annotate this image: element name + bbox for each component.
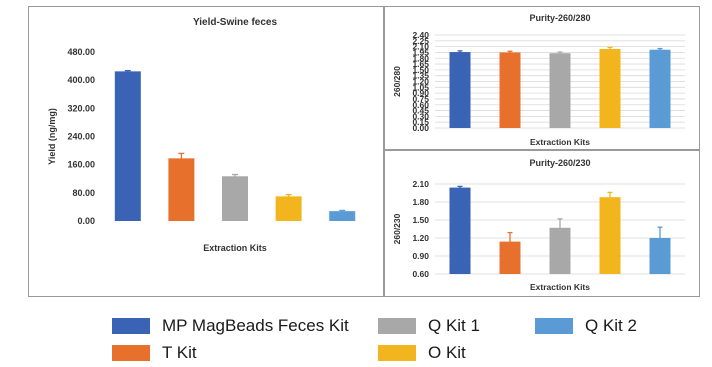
legend-item-mp-magbeads: MP MagBeads Feces Kit: [112, 314, 349, 338]
purity-260-230-ytick-label: 1.80: [412, 197, 429, 207]
purity-260-230-bar-t-kit: [499, 241, 521, 274]
legend-label-t-kit: T Kit: [162, 343, 197, 362]
legend-swatch-t-kit: [112, 345, 150, 361]
legend-swatch-q-kit-1: [378, 318, 416, 334]
purity-260-280-ytick-label: 1.05: [412, 82, 429, 92]
yield-chart-svg: 0.00 80.00 160.00 240.00 320.00 400.00 480.00 Y…: [47, 17, 356, 253]
yield-ytick-label: 320.00: [67, 103, 95, 113]
purity-260-280-bar-o-kit: [599, 48, 621, 129]
purity-260-230-x-axis-label: Extraction Kits: [530, 282, 590, 292]
legend-swatch-mp-magbeads: [112, 318, 150, 334]
yield-x-axis-label: Extraction Kits: [203, 243, 267, 253]
yield-ytick-label: 0.00: [77, 216, 95, 226]
legend-item-q-kit-2: Q Kit 2: [535, 314, 637, 338]
purity-260-280-ytick-label: 0.90: [412, 88, 429, 98]
purity-260-280-bar-q-kit-1: [549, 53, 571, 128]
yield-title: Yield-Swine feces: [193, 17, 278, 28]
panel-divider-horizontal: [384, 149, 700, 151]
purity-260-280-ytick-label: 0.30: [412, 111, 429, 121]
yield-ytick-label: 160.00: [67, 160, 95, 170]
purity-260-280-chart: 0.00 0.15 0.30 0.45 0.60 0.75 0.90 1.05 1.20 1.35…: [385, 7, 699, 149]
purity-260-280-ytick-label: 0.00: [412, 123, 429, 133]
yield-bar-o-kit: [275, 196, 302, 221]
purity-260-280-ytick-label: 1.20: [412, 77, 429, 87]
purity-260-230-ytick-label: 0.90: [412, 251, 429, 261]
purity-260-280-x-axis-label: Extraction Kits: [530, 137, 590, 147]
purity-260-280-ytick-label: 1.50: [412, 65, 429, 75]
purity-260-280-ytick-label: 0.45: [412, 106, 429, 116]
purity-260-280-ytick-label: 2.40: [412, 30, 429, 40]
purity-260-280-ytick-label: 1.35: [412, 71, 429, 81]
purity-260-230-ytick-label: 1.50: [412, 215, 429, 225]
yield-ytick-label: 240.00: [67, 132, 95, 142]
legend-item-t-kit: T Kit: [112, 341, 197, 365]
legend-label-o-kit: O Kit: [428, 343, 466, 362]
yield-bar-t-kit: [168, 158, 195, 221]
purity-260-280-ytick-label: 1.65: [412, 59, 429, 69]
purity-260-280-ytick-label: 1.95: [412, 47, 429, 57]
purity-260-230-bar-q-kit-2: [649, 238, 671, 274]
purity-260-280-bar-q-kit-2: [649, 49, 671, 128]
purity-260-230-ytick-label: 1.20: [412, 233, 429, 243]
legend-item-q-kit-1: Q Kit 1: [378, 314, 480, 338]
purity-260-230-ytick-label: 2.10: [412, 179, 429, 189]
yield-ytick-label: 80.00: [72, 188, 95, 198]
legend-item-o-kit: O Kit: [378, 341, 466, 365]
yield-ytick-label: 400.00: [67, 75, 95, 85]
yield-bar-mp-magbeads: [114, 71, 141, 221]
purity-260-230-bar-q-kit-1: [549, 227, 571, 274]
yield-ytick-label: 480.00: [67, 47, 95, 57]
yield-y-axis-label: Yield (ng/mg): [47, 108, 57, 165]
purity-260-280-ytick-label: 2.25: [412, 36, 429, 46]
purity-260-280-title: Purity-260/280: [529, 13, 590, 23]
purity-260-280-chart-svg: 0.000.150.300.450.600.750.901.051.201.35…: [392, 13, 685, 147]
purity-260-280-ytick-label: 0.60: [412, 100, 429, 110]
purity-260-230-y-axis-label: 260/230: [392, 213, 402, 244]
legend-swatch-o-kit: [378, 345, 416, 361]
purity-260-280-y-axis-label: 260/280: [392, 66, 402, 97]
legend-label-mp-magbeads: MP MagBeads Feces Kit: [162, 316, 349, 335]
purity-260-280-ytick-label: 2.10: [412, 42, 429, 52]
purity-260-280-ytick-label: 1.80: [412, 53, 429, 63]
purity-260-280-ytick-label: 0.15: [412, 117, 429, 127]
purity-260-230-chart: 0.60 0.90 1.20 1.50 1.80 2.10 Purity-260/230 Ex…: [385, 151, 699, 296]
purity-260-230-chart-svg: 0.60 0.90 1.20 1.50 1.80 2.10 Purity-260/230 Ex…: [392, 158, 685, 292]
legend-swatch-q-kit-2: [535, 318, 573, 334]
yield-bar-q-kit-1: [222, 176, 248, 221]
purity-260-280-bar-mp-magbeads: [449, 52, 471, 128]
purity-260-230-title: Purity-260/230: [529, 158, 590, 168]
purity-260-280-bar-t-kit: [499, 52, 521, 128]
yield-chart: 0.00 80.00 160.00 240.00 320.00 400.00 480.00 Y…: [29, 7, 383, 296]
purity-260-280-ytick-label: 0.75: [412, 94, 429, 104]
legend-label-q-kit-1: Q Kit 1: [428, 316, 480, 335]
legend-label-q-kit-2: Q Kit 2: [585, 316, 637, 335]
purity-260-230-ytick-label: 0.60: [412, 269, 429, 279]
purity-260-230-bar-o-kit: [599, 197, 621, 274]
purity-260-230-bar-mp-magbeads: [449, 187, 471, 274]
panel-divider-vertical: [383, 6, 385, 297]
chart-legend: MP MagBeads Feces Kit T Kit Q Kit 1 O Ki…: [0, 300, 712, 367]
yield-bar-q-kit-2: [329, 211, 356, 221]
